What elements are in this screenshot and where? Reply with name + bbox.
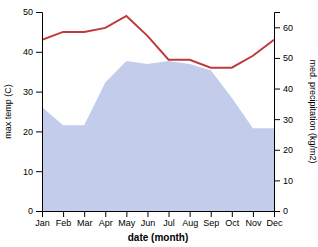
line (42, 16, 274, 68)
y2-axis-tick-label: 40 (283, 84, 293, 94)
plot-area (42, 16, 274, 211)
x-axis-tick: Apr (99, 211, 113, 228)
y2-axis-tick: 40 (274, 84, 293, 94)
y2-axis-title: med. precipitation (kg/m2) (308, 59, 318, 163)
y2-axis-tick-mark (274, 27, 280, 28)
y-axis-tick: 50 (23, 7, 42, 17)
area (42, 61, 274, 211)
x-axis-tick: Feb (56, 211, 72, 228)
y2-axis-tick-label: 0 (283, 206, 288, 216)
x-axis-title: date (month) (128, 232, 189, 243)
y-axis-tick: 30 (23, 87, 42, 97)
chart-svg: JanFebMarAprMayJunJulAugSepOctNovDec0102… (0, 0, 318, 247)
y-axis-tick-label: 10 (23, 167, 33, 177)
x-axis-tick: Oct (225, 211, 240, 228)
x-axis-tick: May (118, 211, 136, 228)
plot-root: JanFebMarAprMayJunJulAugSepOctNovDec0102… (23, 7, 293, 228)
x-axis-tick: Mar (77, 211, 93, 228)
x-axis-tick-mark (211, 211, 212, 217)
x-axis-tick: Dec (266, 211, 283, 228)
y2-axis-tick-mark (274, 58, 280, 59)
y-axis-tick-mark (36, 92, 42, 93)
x-axis-tick-label: Dec (266, 218, 283, 228)
chart-container: JanFebMarAprMayJunJulAugSepOctNovDec0102… (0, 0, 318, 247)
x-axis-tick-mark (253, 211, 254, 217)
y2-axis-tick-label: 20 (283, 145, 293, 155)
x-axis-tick-label: May (118, 218, 136, 228)
y2-axis: 0 10 20 30 40 50 60 (274, 13, 293, 217)
x-axis-tick-mark (84, 211, 85, 217)
y2-axis-tick-mark (274, 211, 280, 212)
x-axis-tick-label: Feb (56, 218, 72, 228)
y-axis-tick-mark (36, 211, 42, 212)
x-axis-tick-mark (190, 211, 191, 217)
y2-axis-tick-mark (274, 180, 280, 181)
y2-axis-tick: 10 (274, 176, 293, 186)
y2-axis-tick: 0 (274, 206, 288, 216)
x-axis-tick-label: Sep (203, 218, 219, 228)
x-axis-tick-label: Mar (77, 218, 93, 228)
x-axis-tick-mark (105, 211, 106, 217)
y-axis-tick-mark (36, 52, 42, 53)
y2-axis-tick: 60 (274, 23, 293, 33)
y2-axis-tick-label: 30 (283, 115, 293, 125)
y-axis-tick-label: 0 (28, 206, 33, 216)
x-axis-tick-mark (169, 211, 170, 217)
x-axis-tick: Sep (203, 211, 219, 228)
y-axis-tick-label: 20 (23, 127, 33, 137)
x-axis-tick: Aug (182, 211, 198, 228)
y-axis-tick-label: 30 (23, 87, 33, 97)
x-axis-tick-label: Nov (245, 218, 262, 228)
x-axis-tick-mark (126, 211, 127, 217)
x-axis-tick: Nov (245, 211, 262, 228)
y2-axis-tick-mark (274, 150, 280, 151)
y2-axis-tick-mark (274, 89, 280, 90)
x-axis-tick-label: Jun (141, 218, 156, 228)
x-axis-tick: Jun (141, 211, 156, 228)
x-axis-tick-mark (232, 211, 233, 217)
x-axis-tick-mark (147, 211, 148, 217)
y-axis-title: max temp (C) (3, 84, 13, 139)
x-axis-tick-mark (63, 211, 64, 217)
y-axis-line (36, 13, 43, 212)
y2-axis-tick: 50 (274, 53, 293, 63)
y2-axis-tick-label: 10 (283, 176, 293, 186)
x-axis: Jan Feb Mar Apr May Jun Jul Aug Sep Oct Nov Dec (35, 211, 283, 228)
y-axis-tick: 40 (23, 47, 42, 57)
y2-axis-tick-label: 60 (283, 23, 293, 33)
x-axis-line (43, 212, 275, 218)
y-axis-tick: 0 (28, 206, 42, 216)
y2-axis-tick-label: 50 (283, 53, 293, 63)
y-axis-tick-mark (36, 12, 42, 13)
y-axis-tick: 10 (23, 167, 42, 177)
x-axis-tick-label: Apr (99, 218, 113, 228)
y2-axis-tick: 30 (274, 115, 293, 125)
y-axis-tick-mark (36, 171, 42, 172)
y2-axis-line (275, 13, 281, 212)
x-axis-tick-label: Oct (225, 218, 240, 228)
y-axis-tick-label: 50 (23, 7, 33, 17)
y-axis-tick-mark (36, 131, 42, 132)
x-axis-tick-label: Jul (163, 218, 175, 228)
y2-axis-tick: 20 (274, 145, 293, 155)
x-axis-tick-label: Aug (182, 218, 198, 228)
y-axis: 0 10 20 30 40 50 (23, 7, 43, 216)
y2-axis-tick-mark (274, 119, 280, 120)
x-axis-tick: Jan (35, 211, 50, 228)
y-axis-tick: 20 (23, 127, 42, 137)
x-axis-tick-label: Jan (35, 218, 50, 228)
x-axis-tick: Jul (163, 211, 175, 228)
y-axis-tick-label: 40 (23, 47, 33, 57)
